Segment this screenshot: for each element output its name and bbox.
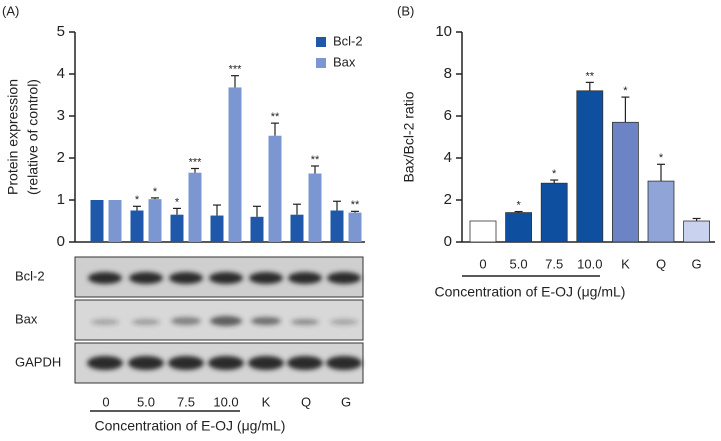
panel-label: (A) bbox=[2, 3, 19, 18]
y-tick-label: 10 bbox=[435, 23, 452, 40]
x-tick-label: K bbox=[262, 394, 271, 409]
x-tick-label: Q bbox=[301, 394, 311, 409]
x-axis-label: Concentration of E-OJ (μg/mL) bbox=[95, 418, 286, 434]
legend-swatch bbox=[316, 37, 326, 47]
bar bbox=[505, 212, 533, 243]
x-tick-label: G bbox=[341, 394, 351, 409]
y-tick-label: 4 bbox=[57, 65, 65, 82]
x-tick-label: 5.0 bbox=[510, 256, 528, 271]
x-axis-label: Concentration of E-OJ (μg/mL) bbox=[435, 284, 626, 300]
legend-label: Bax bbox=[333, 54, 356, 69]
x-tick-label: 10.0 bbox=[213, 394, 238, 409]
significance: *** bbox=[229, 64, 243, 76]
bar bbox=[647, 180, 675, 243]
bar bbox=[250, 216, 264, 242]
bar bbox=[108, 200, 122, 242]
y-tick-label: 8 bbox=[444, 65, 452, 82]
legend-swatch bbox=[316, 58, 326, 68]
blot-label: Bcl-2 bbox=[15, 268, 45, 283]
western-blot bbox=[74, 256, 364, 384]
y-tick-label: 0 bbox=[444, 233, 452, 250]
significance: * bbox=[153, 186, 158, 198]
y-tick-label: 5 bbox=[57, 23, 65, 40]
y-tick-label: 0 bbox=[57, 233, 65, 250]
blot-label: GAPDH bbox=[15, 354, 61, 369]
bar bbox=[330, 210, 344, 242]
bar bbox=[228, 87, 242, 242]
bar bbox=[170, 214, 184, 242]
x-tick-label: 0 bbox=[479, 256, 486, 271]
bar bbox=[210, 215, 224, 242]
x-tick-label: 5.0 bbox=[137, 394, 155, 409]
bar bbox=[576, 90, 604, 243]
bar bbox=[188, 172, 202, 242]
y-tick-label: 2 bbox=[57, 149, 65, 166]
x-tick-label: G bbox=[692, 256, 702, 271]
significance: ** bbox=[271, 111, 280, 123]
bar bbox=[348, 212, 362, 242]
x-tick-label: 10.0 bbox=[577, 256, 602, 271]
x-tick-label: 0 bbox=[102, 394, 109, 409]
significance: ** bbox=[311, 154, 320, 166]
y-tick-label: 2 bbox=[444, 191, 452, 208]
x-tick-label: Q bbox=[656, 256, 666, 271]
bar bbox=[540, 182, 568, 243]
y-tick-label: 6 bbox=[444, 107, 452, 124]
y-axis-label: Bax/Bcl-2 ratio bbox=[401, 91, 417, 182]
bar bbox=[469, 220, 497, 243]
significance: * bbox=[175, 196, 180, 208]
y-tick-label: 1 bbox=[57, 191, 65, 208]
bar bbox=[130, 210, 144, 242]
bar bbox=[308, 173, 322, 242]
x-tick-label: 7.5 bbox=[177, 394, 195, 409]
bar bbox=[268, 135, 282, 242]
significance: * bbox=[659, 152, 664, 164]
bar bbox=[612, 121, 639, 243]
bar bbox=[683, 220, 710, 243]
significance: * bbox=[516, 199, 521, 211]
significance: ** bbox=[586, 70, 595, 82]
significance: * bbox=[552, 168, 557, 180]
y-tick-label: 3 bbox=[57, 107, 65, 124]
blot-label: Bax bbox=[15, 311, 38, 326]
x-tick-label: 7.5 bbox=[545, 256, 563, 271]
significance: ** bbox=[351, 199, 360, 211]
legend-label: Bcl-2 bbox=[333, 33, 363, 48]
panel-label: (B) bbox=[397, 3, 414, 18]
y-axis-label: Protein expression bbox=[5, 79, 21, 195]
bar bbox=[90, 200, 104, 242]
x-tick-label: K bbox=[621, 256, 630, 271]
y-tick-label: 4 bbox=[444, 149, 452, 166]
bar bbox=[148, 199, 162, 242]
bar bbox=[290, 214, 304, 242]
significance: *** bbox=[189, 156, 203, 168]
significance: * bbox=[135, 194, 140, 206]
y-axis-label: (relative of control) bbox=[25, 79, 41, 195]
significance: * bbox=[623, 85, 628, 97]
